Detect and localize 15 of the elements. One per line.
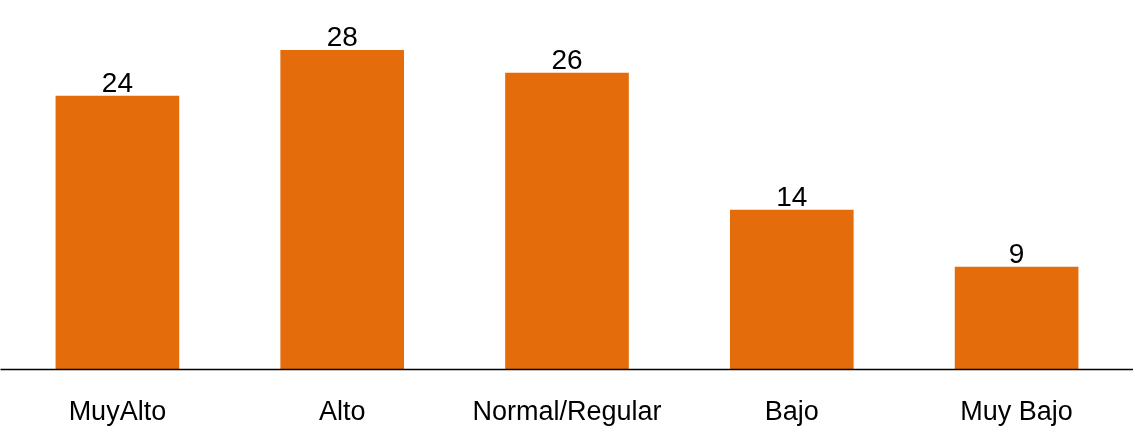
data-label: 28 [326, 21, 358, 53]
x-tick-label: MuyAlto [68, 395, 167, 426]
x-tick-label: Muy Bajo [960, 395, 1073, 426]
bar [280, 50, 405, 370]
data-label: 24 [101, 66, 133, 98]
data-label: 9 [1008, 237, 1025, 269]
bar [954, 266, 1079, 370]
bar [729, 209, 854, 370]
data-label: 14 [776, 180, 808, 212]
data-label: 26 [551, 43, 583, 75]
x-tick-label: Alto [318, 395, 366, 426]
x-tick-label: Normal/Regular [472, 395, 662, 426]
bar [505, 72, 629, 370]
bar [55, 95, 180, 370]
x-tick-label: Bajo [764, 395, 819, 426]
